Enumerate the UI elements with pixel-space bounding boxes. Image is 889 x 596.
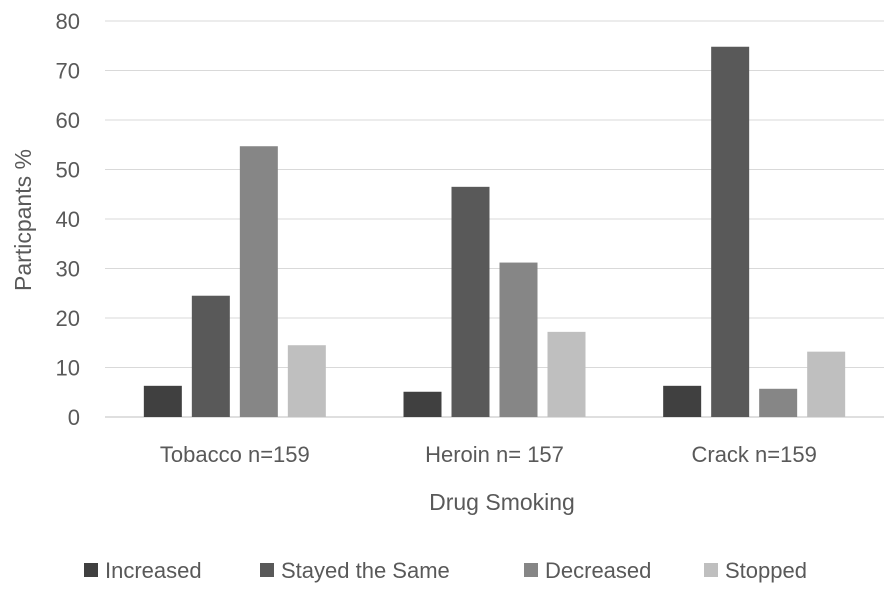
x-tick-labels: Tobacco n=159 Heroin n= 157 Crack n=159 (160, 442, 817, 467)
y-tick-label: 50 (56, 158, 80, 183)
bars (143, 46, 846, 418)
y-tick-label: 40 (56, 207, 80, 232)
bar (499, 262, 538, 417)
bar (663, 385, 702, 417)
y-tick-label: 0 (68, 405, 80, 430)
bar (287, 345, 326, 417)
bar (807, 351, 846, 417)
bar (403, 391, 442, 417)
bar (711, 46, 750, 418)
y-tick-label: 70 (56, 59, 80, 84)
legend-label: Stopped (725, 558, 807, 583)
bar (143, 385, 182, 417)
bar (759, 388, 798, 417)
y-tick-label: 10 (56, 356, 80, 381)
y-tick-labels: 0 10 20 30 40 50 60 70 80 (56, 9, 80, 430)
legend-swatch (704, 563, 718, 577)
legend-label: Increased (105, 558, 202, 583)
legend-swatch (524, 563, 538, 577)
y-tick-label: 80 (56, 9, 80, 34)
y-axis-label: Particpants % (10, 149, 36, 291)
legend: Increased Stayed the Same Decreased Stopped (84, 558, 807, 583)
legend-label: Decreased (545, 558, 651, 583)
y-tick-label: 60 (56, 108, 80, 133)
legend-label: Stayed the Same (281, 558, 450, 583)
bar (191, 295, 230, 417)
gridlines (105, 20, 884, 418)
x-tick-label: Crack n=159 (691, 442, 816, 467)
legend-swatch (260, 563, 274, 577)
x-tick-label: Heroin n= 157 (425, 442, 564, 467)
x-tick-label: Tobacco n=159 (160, 442, 310, 467)
y-tick-label: 20 (56, 306, 80, 331)
bar (547, 331, 586, 417)
legend-swatch (84, 563, 98, 577)
bar (451, 186, 490, 417)
bar (239, 146, 278, 418)
y-tick-label: 30 (56, 257, 80, 282)
x-axis-label: Drug Smoking (429, 489, 575, 515)
